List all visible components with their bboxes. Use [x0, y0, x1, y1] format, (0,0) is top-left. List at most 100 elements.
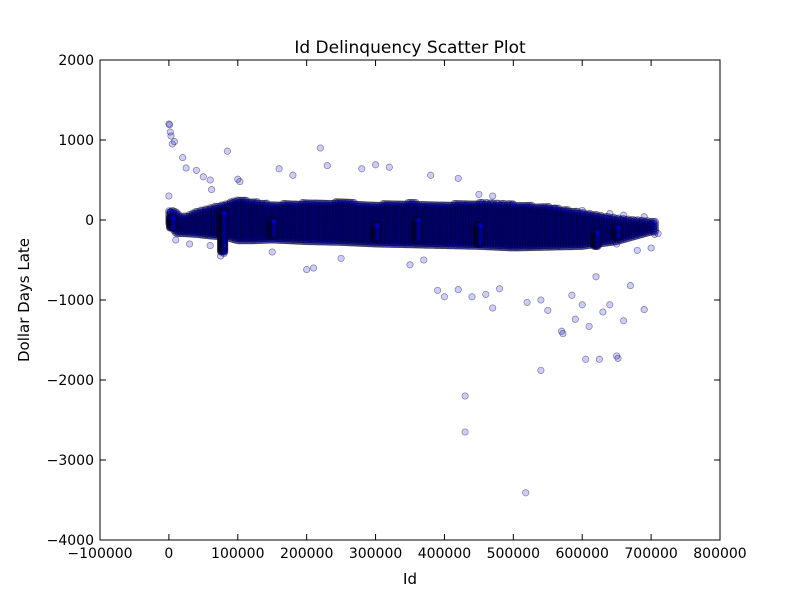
data-point: [197, 226, 205, 234]
data-point: [178, 212, 186, 220]
data-point: [195, 213, 203, 221]
data-point: [197, 219, 205, 227]
data-point: [190, 213, 198, 221]
data-point: [197, 229, 205, 237]
data-point: [176, 217, 184, 225]
data-point: [192, 229, 200, 237]
data-point: [182, 214, 190, 222]
data-point: [185, 216, 194, 224]
data-point: [190, 209, 198, 217]
data-point: [197, 213, 205, 221]
data-point: [189, 225, 197, 233]
data-point: [178, 219, 186, 227]
data-point: [201, 230, 209, 238]
data-point: [171, 211, 179, 219]
data-point: [200, 229, 208, 238]
data-point: [168, 219, 176, 227]
data-point: [201, 226, 209, 234]
data-point: [173, 217, 181, 225]
data-point: [166, 222, 175, 230]
data-point: [184, 214, 192, 222]
data-point: [193, 216, 201, 224]
data-point: [178, 214, 186, 222]
data-point: [181, 216, 189, 224]
data-point: [168, 217, 176, 225]
data-point: [176, 230, 184, 238]
data-point: [198, 212, 206, 220]
data-point: [189, 216, 197, 224]
data-point: [190, 225, 198, 233]
data-point: [190, 220, 198, 228]
data-point: [165, 214, 173, 222]
data-point: [197, 231, 205, 239]
data-point: [198, 210, 206, 218]
data-point: [198, 227, 206, 236]
data-point: [197, 215, 205, 223]
data-point: [200, 228, 208, 236]
data-point: [184, 221, 192, 229]
data-point: [201, 216, 209, 224]
data-point: [197, 206, 205, 214]
data-point: [174, 212, 182, 220]
data-point: [166, 215, 175, 223]
data-point: [174, 224, 182, 232]
data-point: [201, 214, 209, 222]
data-point: [176, 215, 184, 224]
data-point: [184, 228, 192, 236]
data-point: [195, 210, 203, 218]
data-point: [182, 224, 190, 233]
data-point: [192, 207, 200, 216]
data-point: [198, 231, 206, 239]
data-point: [181, 223, 189, 231]
data-point: [189, 221, 197, 229]
data-point: [201, 224, 209, 232]
data-point: [181, 226, 189, 234]
data-point: [165, 219, 173, 227]
data-point: [181, 219, 189, 227]
data-point: [200, 226, 208, 234]
data-point: [200, 215, 208, 223]
data-point: [200, 222, 208, 230]
data-point: [193, 208, 201, 216]
data-point: [179, 214, 187, 222]
data-point: [168, 222, 176, 230]
data-point: [187, 230, 195, 238]
data-point: [187, 214, 195, 222]
data-point: [185, 225, 194, 233]
data-point: [173, 223, 181, 231]
data-point: [184, 223, 192, 231]
data-point: [185, 221, 194, 229]
data-point: [176, 221, 184, 229]
data-point: [192, 213, 200, 221]
data-point: [192, 227, 200, 235]
data-point: [174, 215, 182, 224]
data-point: [173, 214, 181, 222]
data-point: [165, 216, 173, 224]
data-point: [173, 215, 181, 224]
data-point: [192, 218, 200, 226]
data-point: [171, 222, 179, 230]
data-point: [171, 216, 179, 224]
data-point: [192, 222, 200, 230]
data-point: [182, 226, 190, 234]
data-point: [174, 230, 182, 238]
data-point: [171, 218, 179, 226]
points-layer: [165, 120, 662, 497]
data-point: [192, 230, 200, 238]
data-point: [168, 206, 176, 214]
data-point: [187, 211, 195, 219]
data-point: [179, 228, 187, 236]
data-point: [178, 224, 186, 232]
data-point: [198, 229, 206, 237]
data-point: [174, 210, 182, 218]
data-point: [182, 212, 190, 220]
data-point: [182, 228, 190, 236]
data-point: [168, 212, 176, 220]
data-point: [170, 223, 178, 231]
data-point: [170, 225, 178, 233]
data-point: [181, 214, 189, 222]
data-point: [198, 222, 206, 230]
data-point: [187, 212, 195, 221]
data-point: [193, 209, 201, 217]
